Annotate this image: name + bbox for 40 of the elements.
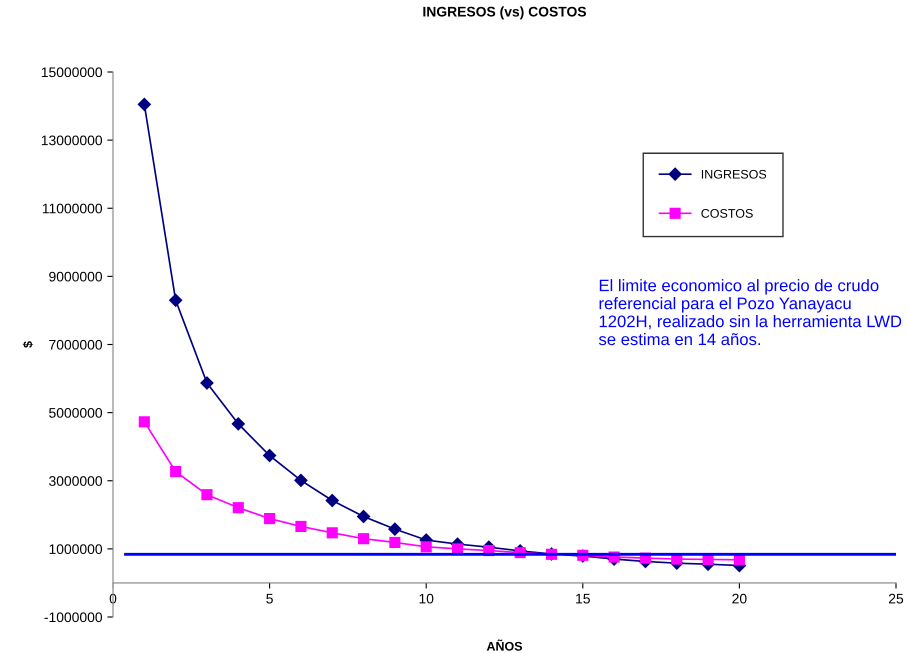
x-tick-label: 25 — [888, 594, 904, 604]
x-axis-title: AÑOS — [486, 639, 522, 651]
point — [138, 416, 150, 428]
x-tick-label: 5 — [266, 594, 273, 604]
point — [734, 554, 745, 566]
point — [420, 541, 432, 552]
y-tick-label: 15000000 — [42, 67, 102, 78]
y-tick-label: 7000000 — [49, 340, 102, 350]
point — [358, 533, 370, 544]
legend-label: COSTOS — [701, 208, 753, 218]
point — [388, 522, 402, 536]
y-tick-label: 5000000 — [49, 408, 102, 418]
y-tick-label: 1000000 — [50, 544, 102, 554]
x-tick-label: 10 — [420, 594, 434, 604]
point — [264, 513, 276, 524]
point — [295, 520, 306, 532]
y-tick-label: 3000000 — [49, 476, 102, 486]
point — [356, 510, 370, 524]
point — [294, 474, 308, 487]
chart-title: INGRESOS (vs) COSTOS — [423, 6, 586, 20]
point — [232, 502, 244, 514]
x-tick-label: 15 — [576, 594, 590, 604]
x-tick-label: 20 — [732, 594, 747, 604]
point — [170, 466, 182, 478]
y-axis-title: $ — [22, 341, 34, 348]
y-tick-label: 9000000 — [49, 272, 102, 282]
legend-label: INGRESOS — [702, 170, 766, 179]
y-tick-label: 11000000 — [42, 204, 102, 214]
point — [201, 489, 213, 500]
y-tick-label: 13000000 — [42, 135, 102, 146]
point — [326, 494, 339, 508]
point — [138, 98, 151, 111]
point — [389, 536, 400, 548]
annotation: El limite economico al precio de crudo referencial para el Pozo Yanayacu 1202H, realizado sin la herramienta LWD se estima en 14 años. — [598, 279, 902, 346]
y-tick-label: -1000000 — [44, 612, 102, 622]
point — [232, 417, 245, 430]
point — [326, 527, 338, 538]
point — [200, 376, 214, 390]
point — [263, 448, 276, 462]
point — [169, 294, 182, 307]
